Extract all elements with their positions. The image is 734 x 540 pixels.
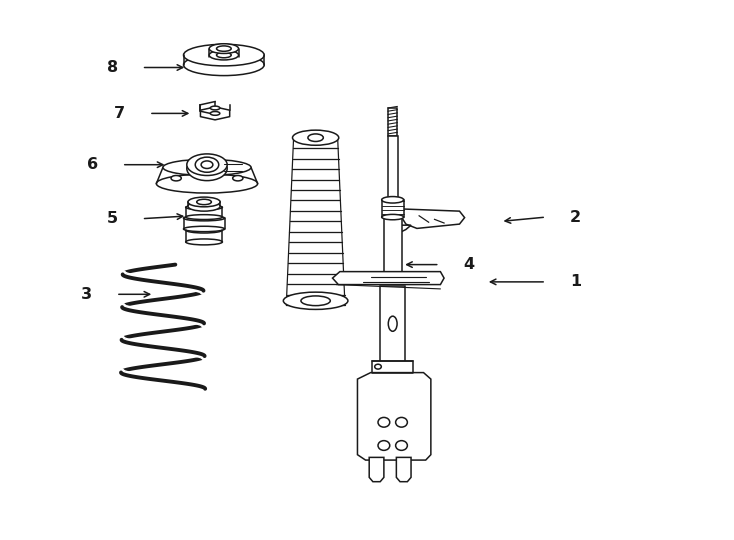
- Text: 4: 4: [463, 257, 475, 272]
- Ellipse shape: [210, 111, 219, 115]
- Ellipse shape: [396, 441, 407, 450]
- Ellipse shape: [209, 50, 239, 60]
- Text: 1: 1: [570, 274, 581, 289]
- Ellipse shape: [184, 54, 264, 76]
- Ellipse shape: [188, 197, 220, 207]
- Bar: [372, 361, 413, 373]
- Polygon shape: [369, 457, 384, 482]
- Text: 7: 7: [114, 106, 126, 121]
- Ellipse shape: [201, 161, 213, 168]
- Ellipse shape: [171, 176, 181, 181]
- Text: 8: 8: [106, 60, 118, 75]
- Ellipse shape: [188, 201, 220, 211]
- Ellipse shape: [210, 106, 219, 110]
- Bar: [388, 108, 398, 136]
- Ellipse shape: [301, 296, 330, 306]
- Ellipse shape: [186, 215, 222, 220]
- Bar: [384, 217, 402, 284]
- Ellipse shape: [184, 215, 225, 221]
- Ellipse shape: [184, 44, 264, 66]
- Ellipse shape: [186, 157, 227, 180]
- Ellipse shape: [186, 239, 222, 245]
- Ellipse shape: [382, 214, 404, 220]
- Ellipse shape: [217, 52, 231, 58]
- Ellipse shape: [308, 134, 323, 141]
- Ellipse shape: [378, 441, 390, 450]
- Ellipse shape: [217, 46, 231, 51]
- Polygon shape: [401, 209, 465, 228]
- Text: 3: 3: [81, 287, 92, 302]
- Text: 6: 6: [87, 157, 98, 172]
- Polygon shape: [396, 225, 411, 233]
- Ellipse shape: [388, 316, 397, 332]
- Ellipse shape: [163, 159, 251, 176]
- Polygon shape: [357, 373, 431, 460]
- Ellipse shape: [292, 130, 338, 145]
- Ellipse shape: [186, 154, 227, 176]
- Ellipse shape: [209, 44, 239, 53]
- Text: 5: 5: [106, 211, 118, 226]
- Polygon shape: [333, 272, 444, 285]
- Bar: [380, 286, 405, 373]
- Ellipse shape: [283, 292, 348, 309]
- Ellipse shape: [186, 205, 222, 210]
- Ellipse shape: [382, 197, 404, 203]
- Bar: [382, 200, 404, 217]
- Text: 2: 2: [570, 210, 581, 225]
- Ellipse shape: [396, 417, 407, 427]
- Ellipse shape: [156, 174, 258, 193]
- Ellipse shape: [378, 417, 390, 427]
- Ellipse shape: [184, 226, 225, 232]
- Ellipse shape: [195, 157, 219, 172]
- Ellipse shape: [186, 227, 222, 233]
- Polygon shape: [396, 457, 411, 482]
- Ellipse shape: [197, 199, 211, 205]
- Ellipse shape: [233, 176, 243, 181]
- Bar: [388, 136, 398, 200]
- Ellipse shape: [374, 364, 382, 369]
